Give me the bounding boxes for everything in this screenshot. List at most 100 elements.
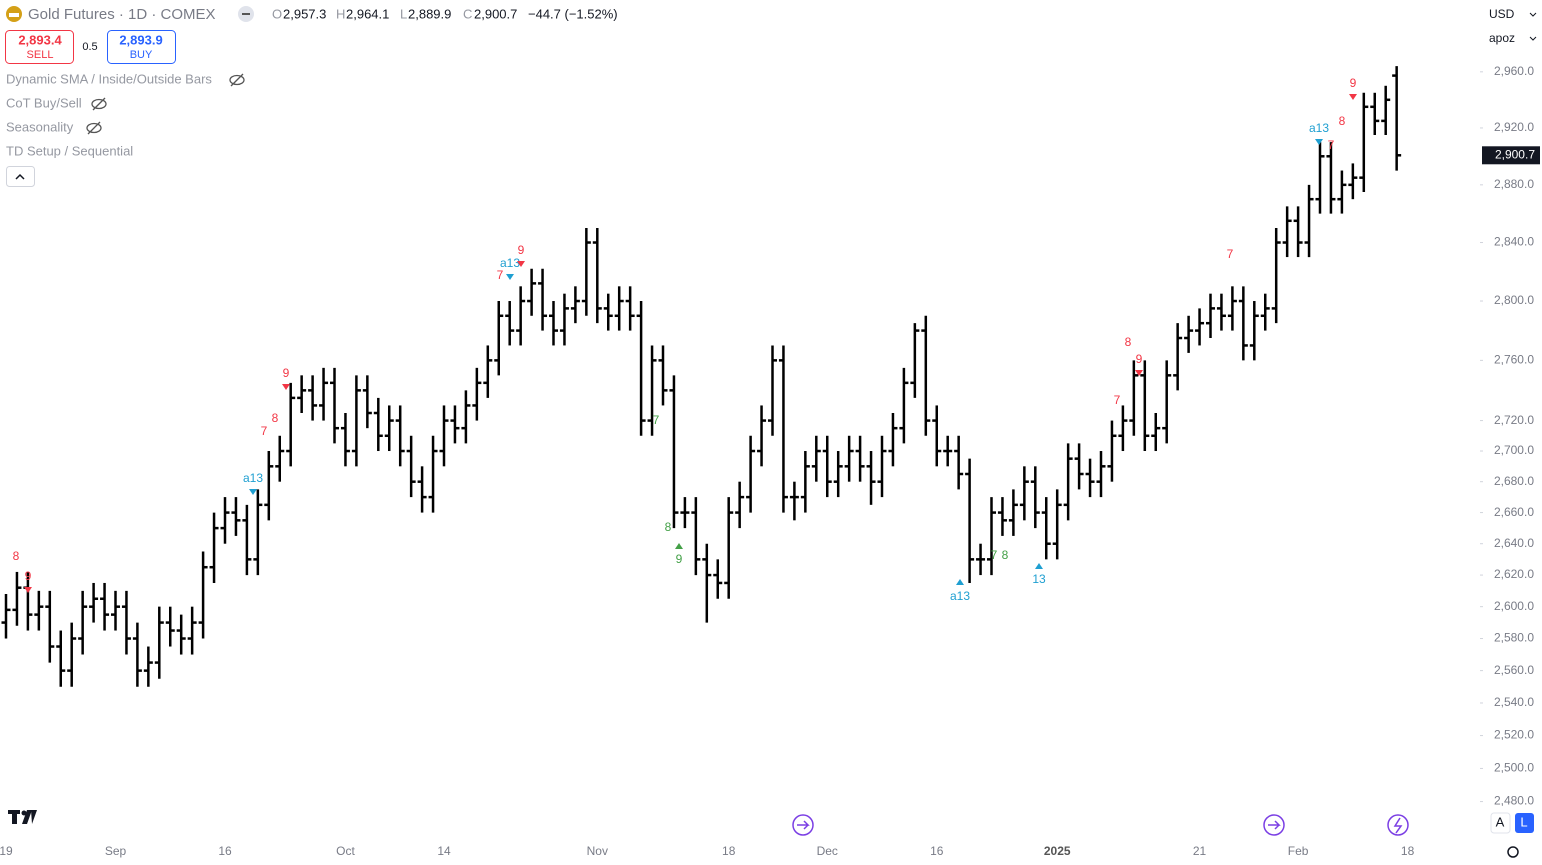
- ohlc-value: 2,900.7: [474, 6, 517, 21]
- td-count: 9: [518, 243, 525, 257]
- td-marker: [1315, 139, 1323, 145]
- x-tick-label: 16: [930, 844, 944, 858]
- td-count: a13: [500, 256, 520, 270]
- y-tick-label: 2,800.0: [1494, 293, 1534, 307]
- collapse-icon: [242, 13, 250, 15]
- indicator[interactable]: CoT Buy/Sell: [6, 95, 82, 110]
- chevron: [1529, 36, 1537, 41]
- unit: apoz: [1489, 31, 1515, 45]
- td-count: 9: [283, 366, 290, 380]
- td-count: 9: [1350, 76, 1357, 90]
- ohlc-label: L: [400, 6, 407, 21]
- y-tick-label: 2,620.0: [1494, 567, 1534, 581]
- td-marker: [506, 274, 514, 280]
- unit-select[interactable]: [1484, 28, 1540, 50]
- ohlc-value: 2,957.3: [283, 6, 326, 21]
- td-count: 7: [497, 268, 504, 282]
- y-tick-label: 2,880.0: [1494, 177, 1534, 191]
- x-tick-label: Sep: [105, 844, 127, 858]
- td-count: 7: [1114, 393, 1121, 407]
- sell-button[interactable]: [5, 30, 74, 64]
- auto-label: A: [1496, 814, 1505, 829]
- buy-label: BUY: [130, 49, 153, 61]
- td-count: 8: [13, 549, 20, 563]
- td-count: 7: [261, 424, 268, 438]
- auto-button[interactable]: [1490, 812, 1511, 834]
- td-count: 7: [1227, 247, 1234, 261]
- last-price: 2,900.7: [1495, 147, 1535, 161]
- td-count: 8: [1125, 335, 1132, 349]
- ohlc-value: 2,964.1: [346, 6, 389, 21]
- td-count: a13: [1309, 121, 1329, 135]
- x-tick-label: 19: [0, 844, 13, 858]
- log-button[interactable]: [1515, 813, 1534, 833]
- sell-label: SELL: [27, 49, 54, 61]
- currency-select[interactable]: [1484, 4, 1540, 26]
- buy-price: 2,893.9: [119, 32, 162, 47]
- y-tick-label: 2,680.0: [1494, 474, 1534, 488]
- y-tick-label: 2,840.0: [1494, 235, 1534, 249]
- x-tick-label: 21: [1193, 844, 1207, 858]
- ohlc-value: 2,889.9: [408, 6, 451, 21]
- indicator[interactable]: TD Setup / Sequential: [6, 143, 133, 158]
- event-icons[interactable]: [792, 814, 1409, 836]
- x-tick-label: Feb: [1288, 844, 1309, 858]
- symbol-title[interactable]: Gold Futures · 1D · COMEX: [28, 6, 216, 23]
- ohlc-label: H: [336, 6, 345, 21]
- td-marker: [24, 587, 32, 593]
- y-tick-label: 2,500.0: [1494, 761, 1534, 775]
- x-tick-label: Nov: [587, 844, 608, 858]
- x-tick-label: 2025: [1044, 844, 1071, 858]
- td-count: 8: [1002, 548, 1009, 562]
- x-tick-label: Oct: [336, 844, 355, 858]
- td-marker: [249, 489, 257, 495]
- td-marker: [282, 384, 290, 390]
- change: −44.7 (−1.52%): [528, 6, 618, 21]
- y-tick-label: 2,480.0: [1494, 794, 1534, 808]
- sell-price: 2,893.4: [18, 32, 62, 47]
- y-tick-label: 2,920.0: [1494, 120, 1534, 134]
- spread: 0.5: [82, 41, 97, 53]
- y-tick-label: 2,520.0: [1494, 728, 1534, 742]
- y-tick-label: 2,760.0: [1494, 353, 1534, 367]
- td-count: a13: [243, 471, 263, 485]
- td-marker: [675, 543, 683, 549]
- y-tick-label: 2,700.0: [1494, 443, 1534, 457]
- symbol-logo-bar: [9, 13, 19, 17]
- ohlc-label: C: [463, 6, 472, 21]
- td-marker: [1349, 94, 1357, 100]
- td-count: 8: [272, 411, 279, 425]
- td-count: 9: [676, 552, 683, 566]
- x-tick-label: 18: [1401, 844, 1415, 858]
- td-marker: [956, 579, 964, 585]
- y-tick-label: 2,660.0: [1494, 505, 1534, 519]
- td-count: 8: [1339, 114, 1346, 128]
- x-tick-label: 14: [437, 844, 451, 858]
- x-tick-label: 18: [722, 844, 736, 858]
- last-price-box: [1482, 146, 1540, 165]
- y-tick-label: 2,540.0: [1494, 695, 1534, 709]
- y-tick-label: 2,720.0: [1494, 413, 1534, 427]
- indicator[interactable]: Seasonality: [6, 119, 74, 134]
- td-count: 13: [1032, 572, 1046, 586]
- chevron: [1529, 12, 1537, 17]
- currency: USD: [1489, 7, 1515, 21]
- tv-logo: [8, 810, 37, 824]
- buy-button[interactable]: [107, 30, 176, 64]
- td-marker: [1135, 370, 1143, 376]
- y-tick-label: 2,640.0: [1494, 536, 1534, 550]
- td-count: 7: [1328, 138, 1335, 152]
- indicator[interactable]: Dynamic SMA / Inside/Outside Bars: [6, 71, 212, 86]
- td-marker: [1035, 563, 1043, 569]
- hidden-icons: [86, 73, 245, 135]
- chevron: [15, 173, 25, 180]
- y-tick-label: 2,580.0: [1494, 631, 1534, 645]
- td-count: 8: [665, 520, 672, 534]
- settings-icon[interactable]: [1507, 846, 1519, 858]
- td-marker: [517, 261, 525, 267]
- y-tick-label: 2,600.0: [1494, 599, 1534, 613]
- y-tick-label: 2,560.0: [1494, 663, 1534, 677]
- log-label: L: [1520, 814, 1527, 829]
- td-count: 9: [1136, 352, 1143, 366]
